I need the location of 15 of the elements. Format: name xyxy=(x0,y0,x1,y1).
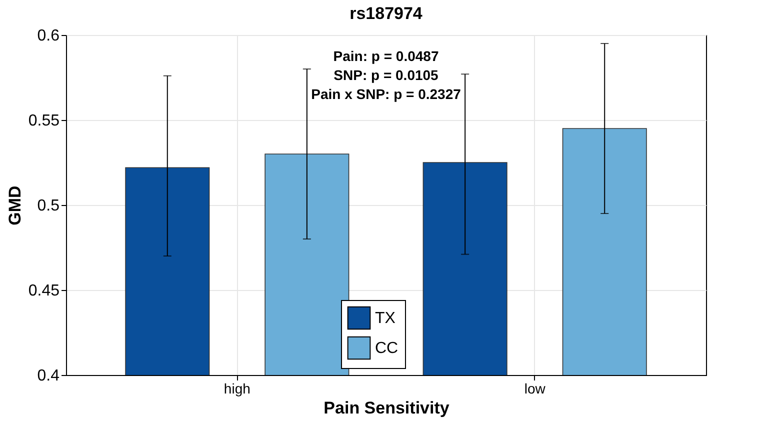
chart-title: rs187974 xyxy=(350,4,423,23)
annotation: Pain x SNP: p = 0.2327 xyxy=(311,86,462,102)
y-tick-label: 0.6 xyxy=(37,28,60,44)
legend-label: TX xyxy=(375,310,396,327)
legend-label: CC xyxy=(375,340,398,357)
x-axis-title: Pain Sensitivity xyxy=(324,398,450,418)
annotation: SNP: p = 0.0105 xyxy=(334,67,439,83)
y-tick-label: 0.55 xyxy=(28,112,60,130)
x-tick-label: low xyxy=(524,380,546,396)
y-tick-label: 0.4 xyxy=(37,368,60,384)
y-tick-label: 0.5 xyxy=(37,198,60,214)
annotation: Pain: p = 0.0487 xyxy=(333,48,439,64)
y-axis-title: GMD xyxy=(5,186,24,226)
y-tick-label: 0.45 xyxy=(28,282,60,300)
x-tick-label: high xyxy=(224,380,250,396)
